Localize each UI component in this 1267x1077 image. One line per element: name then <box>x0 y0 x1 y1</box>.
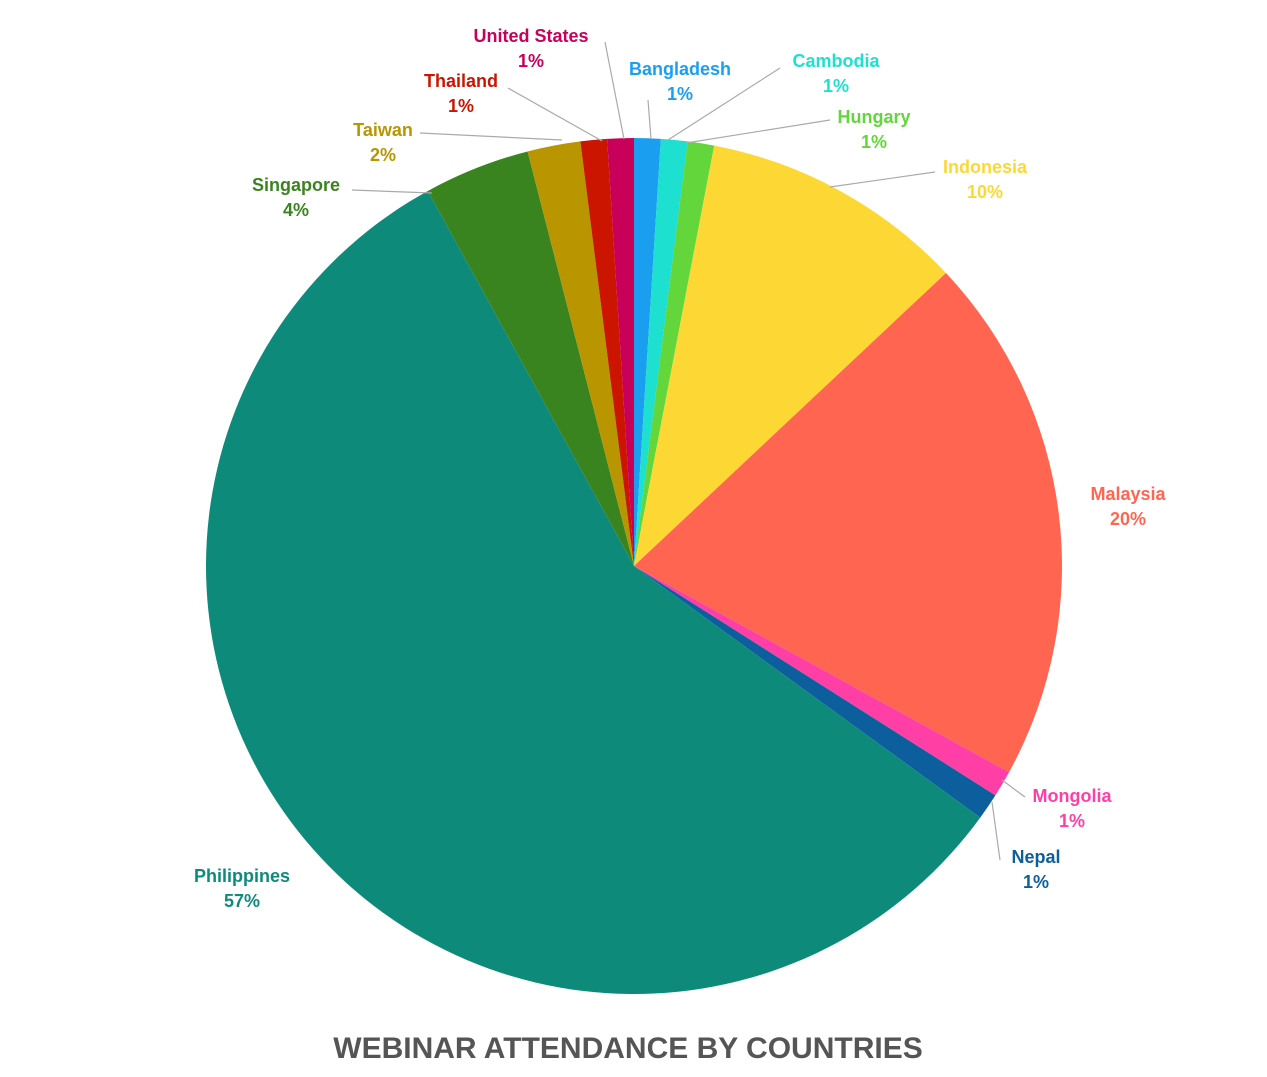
slice-value-label: 1% <box>1023 872 1049 892</box>
pie-slice <box>634 566 1010 796</box>
pie-slice <box>205 190 981 995</box>
leader-line <box>829 171 936 188</box>
slice-label: Nepal <box>1011 847 1060 867</box>
pie-slice <box>607 138 634 566</box>
slice-value-label: 20% <box>1110 509 1146 529</box>
pie-slice <box>527 141 634 566</box>
slice-value-label: 1% <box>448 96 474 116</box>
slice-label: Philippines <box>194 866 290 886</box>
slice-value-label: 1% <box>518 51 544 71</box>
slice-value-label: 1% <box>823 76 849 96</box>
pie-slice <box>634 145 946 566</box>
leader-line <box>1001 779 1026 798</box>
leader-line <box>419 132 563 141</box>
slice-label: Mongolia <box>1033 786 1113 806</box>
leader-line <box>604 41 625 140</box>
leader-line <box>991 801 1001 861</box>
leader-line <box>351 189 433 194</box>
slice-label: Hungary <box>837 107 910 127</box>
leader-line <box>647 99 652 140</box>
slice-label: Bangladesh <box>629 59 731 79</box>
chart-title: WEBINAR ATTENDANCE BY COUNTRIES <box>333 1032 922 1065</box>
slice-value-label: 1% <box>1059 811 1085 831</box>
slice-value-label: 4% <box>283 200 309 220</box>
leader-line <box>507 87 603 142</box>
slice-label: United States <box>473 26 588 46</box>
pie-slice <box>634 273 1062 773</box>
slice-value-label: 10% <box>967 182 1003 202</box>
pie-slice <box>580 138 634 567</box>
slice-value-label: 1% <box>667 84 693 104</box>
slice-label: Thailand <box>424 71 498 91</box>
leader-line <box>685 119 831 144</box>
pie-slice <box>634 138 688 567</box>
pie-slice <box>634 141 715 566</box>
pie-slice <box>634 138 661 566</box>
slice-label: Malaysia <box>1090 484 1166 504</box>
leader-line <box>667 67 781 141</box>
slice-value-label: 1% <box>861 132 887 152</box>
pie-slice <box>427 151 634 566</box>
slice-label: Indonesia <box>943 157 1028 177</box>
slice-label: Taiwan <box>353 120 413 140</box>
pie-slice <box>634 566 996 818</box>
slice-label: Singapore <box>252 175 340 195</box>
slice-value-label: 2% <box>370 145 396 165</box>
slice-value-label: 57% <box>224 891 260 911</box>
slice-label: Cambodia <box>792 51 880 71</box>
